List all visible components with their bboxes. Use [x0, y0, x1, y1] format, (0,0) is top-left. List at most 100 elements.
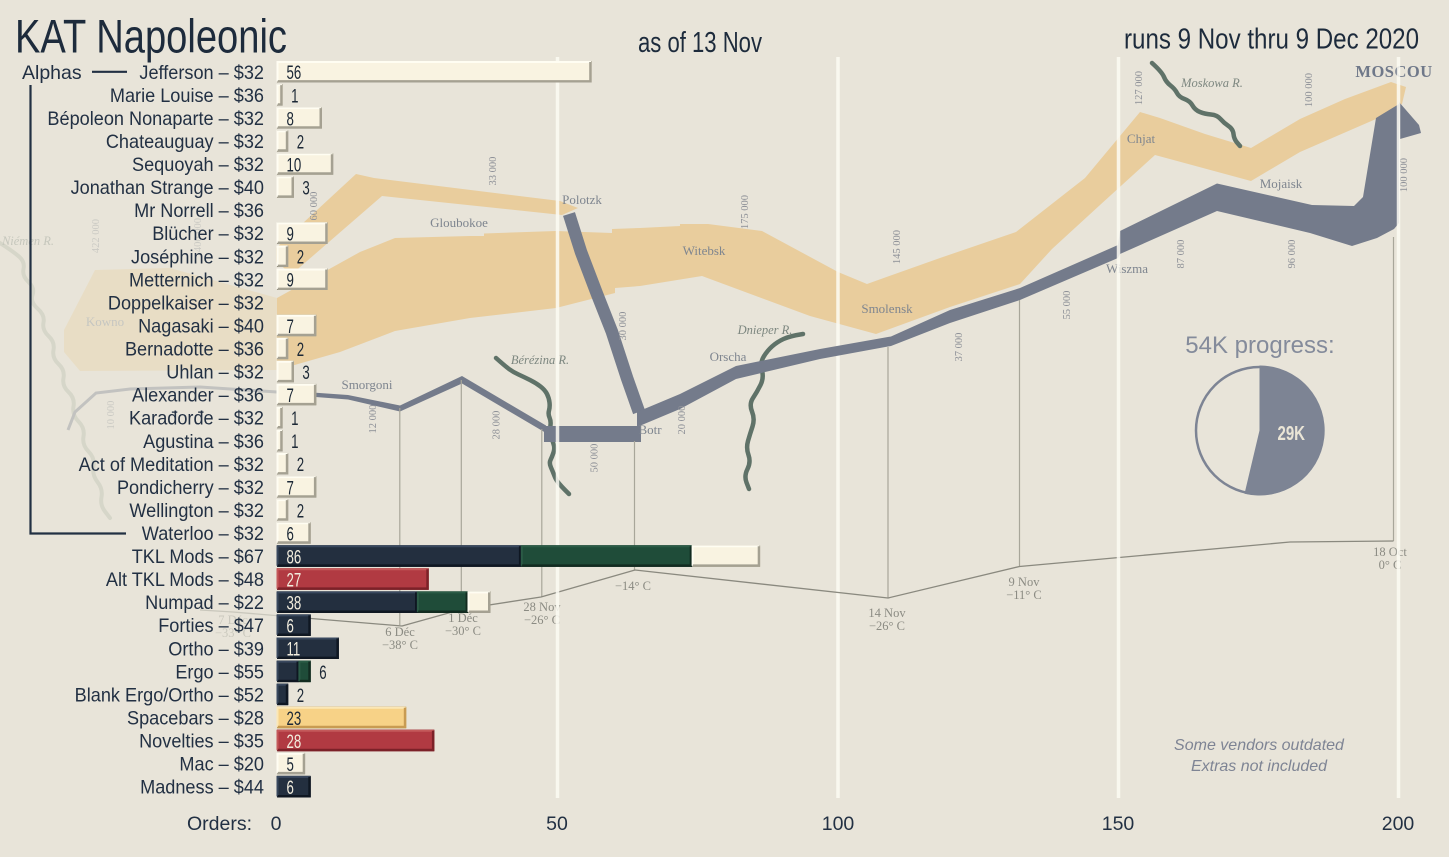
svg-text:Mac – $20: Mac – $20: [179, 753, 264, 775]
svg-text:7: 7: [287, 315, 294, 337]
svg-text:Extras not included: Extras not included: [1191, 758, 1328, 775]
svg-text:8: 8: [287, 108, 294, 130]
svg-text:2: 2: [297, 454, 304, 476]
svg-text:50: 50: [546, 813, 568, 835]
svg-text:96 000: 96 000: [1287, 240, 1298, 269]
svg-text:Smorgoni: Smorgoni: [341, 377, 392, 392]
svg-text:runs 9 Nov thru 9 Dec 2020: runs 9 Nov thru 9 Dec 2020: [1124, 24, 1419, 56]
svg-text:Act of Meditation – $32: Act of Meditation – $32: [79, 453, 264, 475]
svg-text:Uhlan – $32: Uhlan – $32: [166, 361, 264, 383]
svg-text:−26° C: −26° C: [524, 613, 560, 627]
svg-text:55 000: 55 000: [1062, 291, 1073, 320]
svg-text:Dnieper R.: Dnieper R.: [737, 323, 793, 337]
svg-text:150: 150: [1102, 813, 1135, 835]
svg-text:Numpad – $22: Numpad – $22: [145, 592, 264, 614]
svg-text:1: 1: [291, 431, 298, 453]
svg-text:60 000: 60 000: [309, 192, 320, 221]
svg-text:Orders:: Orders:: [187, 813, 252, 835]
svg-text:6: 6: [287, 615, 294, 637]
svg-text:18 Oct: 18 Oct: [1373, 545, 1407, 559]
svg-text:Sequoyah – $32: Sequoyah – $32: [132, 153, 264, 175]
svg-text:Bérézina R.: Bérézina R.: [511, 353, 569, 367]
svg-text:Botr: Botr: [638, 422, 662, 437]
svg-text:Wiszma: Wiszma: [1106, 261, 1148, 276]
svg-text:14 Nov: 14 Nov: [868, 606, 906, 620]
svg-text:7: 7: [287, 477, 294, 499]
svg-text:Moskowa R.: Moskowa R.: [1180, 76, 1243, 90]
svg-text:Metternich – $32: Metternich – $32: [129, 269, 264, 291]
svg-text:28: 28: [287, 730, 302, 752]
svg-text:23: 23: [287, 707, 302, 729]
svg-text:50 000: 50 000: [590, 444, 601, 473]
svg-text:Agustina – $36: Agustina – $36: [143, 430, 264, 452]
svg-text:9: 9: [287, 269, 294, 291]
svg-text:Mojaisk: Mojaisk: [1260, 176, 1303, 191]
svg-text:Mr Norrell – $36: Mr Norrell – $36: [134, 200, 264, 222]
svg-text:28 000: 28 000: [492, 411, 503, 440]
svg-text:0° C: 0° C: [1379, 558, 1402, 572]
svg-text:11: 11: [287, 638, 301, 660]
svg-text:86: 86: [287, 546, 302, 568]
svg-text:3: 3: [302, 177, 309, 199]
svg-text:Ergo – $55: Ergo – $55: [175, 661, 264, 683]
svg-text:100 000: 100 000: [1399, 158, 1410, 192]
svg-text:1: 1: [291, 408, 298, 430]
svg-text:7: 7: [287, 384, 294, 406]
svg-text:−11° C: −11° C: [1006, 588, 1042, 602]
svg-text:0: 0: [271, 813, 282, 835]
svg-text:37 000: 37 000: [954, 333, 965, 362]
svg-text:as of 13 Nov: as of 13 Nov: [638, 27, 763, 59]
svg-text:Bépoleon Nonaparte – $32: Bépoleon Nonaparte – $32: [47, 107, 264, 129]
svg-text:175 000: 175 000: [740, 195, 751, 229]
svg-text:87 000: 87 000: [1176, 240, 1187, 269]
svg-text:Madness – $44: Madness – $44: [140, 776, 264, 798]
svg-text:28 Nov: 28 Nov: [523, 600, 561, 614]
svg-text:Some vendors outdated: Some vendors outdated: [1174, 737, 1345, 754]
svg-text:3: 3: [302, 361, 309, 383]
svg-text:Karađorđe – $32: Karađorđe – $32: [129, 407, 264, 429]
svg-text:Nagasaki – $40: Nagasaki – $40: [138, 315, 264, 337]
svg-text:127 000: 127 000: [1134, 71, 1145, 105]
svg-text:100 000: 100 000: [1304, 73, 1315, 107]
svg-text:Alexander – $36: Alexander – $36: [132, 384, 264, 406]
svg-text:Blücher – $32: Blücher – $32: [152, 223, 264, 245]
svg-text:1 Déc: 1 Déc: [448, 611, 478, 625]
svg-text:2: 2: [297, 500, 304, 522]
svg-text:Wellington – $32: Wellington – $32: [129, 499, 264, 521]
svg-text:20 000: 20 000: [677, 406, 688, 435]
svg-text:Bernadotte – $36: Bernadotte – $36: [125, 338, 264, 360]
svg-text:56: 56: [287, 62, 302, 84]
svg-text:MOSCOU: MOSCOU: [1355, 62, 1432, 81]
svg-text:30 000: 30 000: [618, 312, 629, 341]
svg-text:KAT Napoleonic: KAT Napoleonic: [15, 10, 287, 63]
svg-text:145 000: 145 000: [892, 230, 903, 264]
svg-text:6: 6: [319, 661, 326, 683]
svg-text:Polotzk: Polotzk: [562, 192, 602, 207]
svg-text:6: 6: [287, 523, 294, 545]
svg-text:29K: 29K: [1278, 422, 1306, 445]
svg-text:9 Nov: 9 Nov: [1009, 575, 1041, 589]
svg-text:Ortho – $39: Ortho – $39: [168, 638, 264, 660]
svg-text:2: 2: [297, 338, 304, 360]
svg-text:2: 2: [297, 131, 304, 153]
svg-text:Marie Louise – $36: Marie Louise – $36: [110, 84, 264, 106]
svg-text:33 000: 33 000: [488, 157, 499, 186]
svg-text:−30° C: −30° C: [445, 624, 481, 638]
svg-text:Alt TKL Mods – $48: Alt TKL Mods – $48: [106, 568, 264, 590]
svg-text:Gloubokoe: Gloubokoe: [430, 215, 488, 230]
svg-text:Chateauguay – $32: Chateauguay – $32: [106, 130, 264, 152]
svg-text:1: 1: [291, 85, 298, 107]
svg-text:Blank Ergo/Ortho – $52: Blank Ergo/Ortho – $52: [75, 684, 264, 706]
svg-text:Witebsk: Witebsk: [683, 243, 726, 258]
svg-text:12 000: 12 000: [368, 405, 379, 434]
svg-text:Jonathan Strange – $40: Jonathan Strange – $40: [71, 176, 264, 198]
svg-text:−38° C: −38° C: [382, 638, 418, 652]
svg-text:−26° C: −26° C: [869, 619, 905, 633]
svg-text:Novelties – $35: Novelties – $35: [139, 730, 264, 752]
svg-text:100: 100: [822, 813, 855, 835]
svg-text:Joséphine – $32: Joséphine – $32: [131, 246, 264, 268]
svg-text:2: 2: [297, 246, 304, 268]
svg-text:Forties – $47: Forties – $47: [158, 615, 264, 637]
svg-text:10: 10: [287, 154, 302, 176]
svg-text:Orscha: Orscha: [710, 349, 747, 364]
